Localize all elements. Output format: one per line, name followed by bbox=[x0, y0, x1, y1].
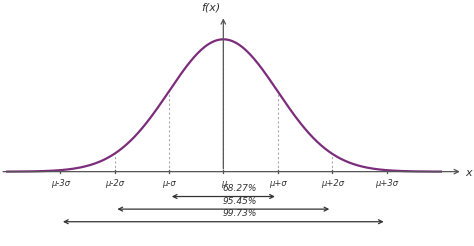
Text: μ+3σ: μ+3σ bbox=[375, 179, 398, 188]
Text: μ: μ bbox=[220, 179, 226, 188]
Text: μ+σ: μ+σ bbox=[269, 179, 287, 188]
Text: x: x bbox=[465, 168, 472, 178]
Text: μ+2σ: μ+2σ bbox=[320, 179, 344, 188]
Text: 68.27%: 68.27% bbox=[222, 184, 257, 193]
Text: μ-σ: μ-σ bbox=[162, 179, 176, 188]
Text: 99.73%: 99.73% bbox=[222, 209, 257, 218]
Text: f(x): f(x) bbox=[201, 3, 220, 13]
Text: μ-2σ: μ-2σ bbox=[105, 179, 124, 188]
Text: μ-3σ: μ-3σ bbox=[51, 179, 70, 188]
Text: 95.45%: 95.45% bbox=[222, 197, 257, 206]
